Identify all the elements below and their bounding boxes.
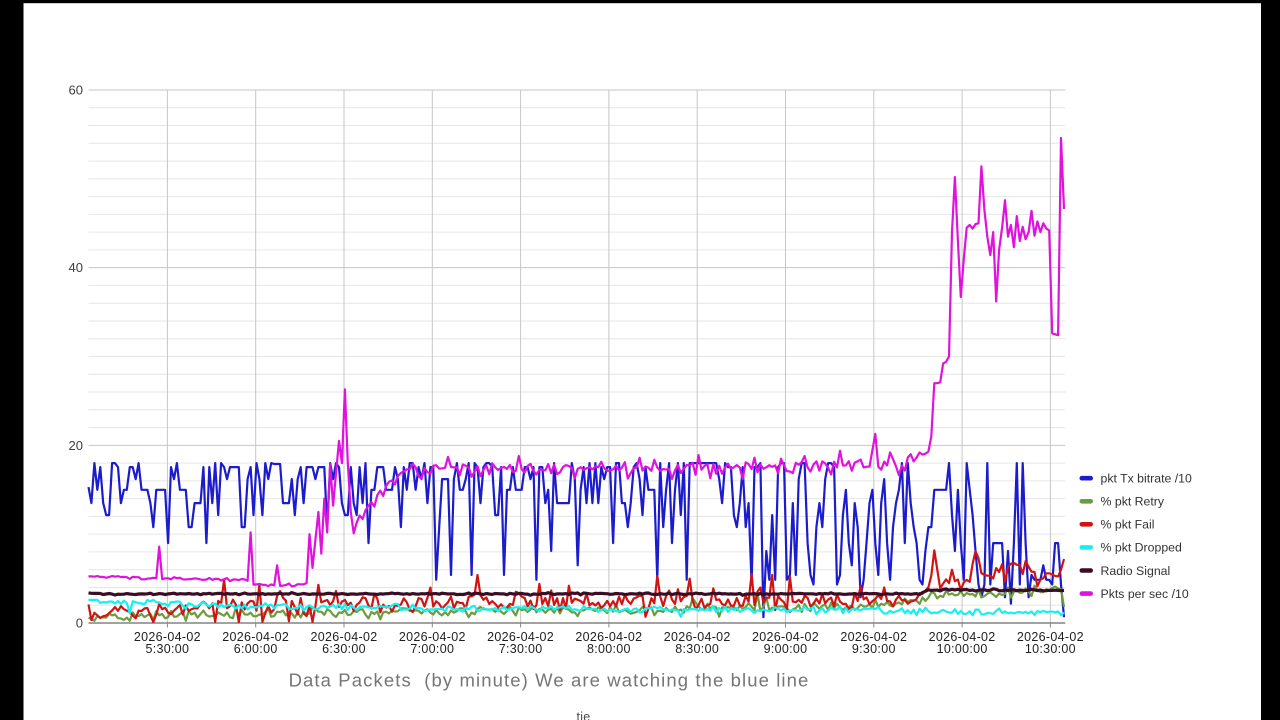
svg-text:2026-04-02: 2026-04-02 <box>399 630 466 644</box>
svg-text:9:30:00: 9:30:00 <box>852 642 896 656</box>
svg-text:8:30:00: 8:30:00 <box>675 642 719 656</box>
svg-text:2026-04-02: 2026-04-02 <box>1017 630 1084 644</box>
svg-text:% pkt Fail: % pkt Fail <box>1101 518 1155 532</box>
svg-text:2026-04-02: 2026-04-02 <box>575 630 642 644</box>
svg-text:2026-04-02: 2026-04-02 <box>664 630 731 644</box>
svg-text:2026-04-02: 2026-04-02 <box>840 630 907 644</box>
svg-text:7:30:00: 7:30:00 <box>499 642 543 656</box>
svg-text:20: 20 <box>69 438 83 453</box>
svg-text:2026-04-02: 2026-04-02 <box>222 630 289 644</box>
svg-text:% pkt Retry: % pkt Retry <box>1101 495 1165 509</box>
svg-text:8:00:00: 8:00:00 <box>587 642 631 656</box>
svg-text:2026-04-02: 2026-04-02 <box>311 630 378 644</box>
svg-text:% pkt Dropped: % pkt Dropped <box>1101 541 1183 555</box>
svg-text:5:30:00: 5:30:00 <box>145 642 189 656</box>
svg-text:2026-04-02: 2026-04-02 <box>929 630 996 644</box>
svg-text:40: 40 <box>69 260 83 275</box>
svg-text:9:00:00: 9:00:00 <box>764 642 808 656</box>
svg-text:Pkts per sec /10: Pkts per sec /10 <box>1101 587 1189 601</box>
svg-text:pkt Tx bitrate /10: pkt Tx bitrate /10 <box>1101 472 1193 486</box>
svg-text:Data Packets (by minute) We a: Data Packets (by minute) We are watching… <box>289 670 810 691</box>
svg-text:Radio Signal: Radio Signal <box>1101 564 1171 578</box>
svg-text:6:00:00: 6:00:00 <box>234 642 278 656</box>
svg-text:2026-04-02: 2026-04-02 <box>487 630 554 644</box>
svg-text:2026-04-02: 2026-04-02 <box>752 630 819 644</box>
svg-text:0: 0 <box>76 616 83 631</box>
svg-text:6:30:00: 6:30:00 <box>322 642 366 656</box>
svg-text:7:00:00: 7:00:00 <box>410 642 454 656</box>
svg-text:60: 60 <box>69 83 83 98</box>
svg-text:10:00:00: 10:00:00 <box>937 642 988 656</box>
svg-text:10:30:00: 10:30:00 <box>1025 642 1076 656</box>
svg-text:2026-04-02: 2026-04-02 <box>134 630 201 644</box>
svg-text:tie: tie <box>576 710 590 720</box>
